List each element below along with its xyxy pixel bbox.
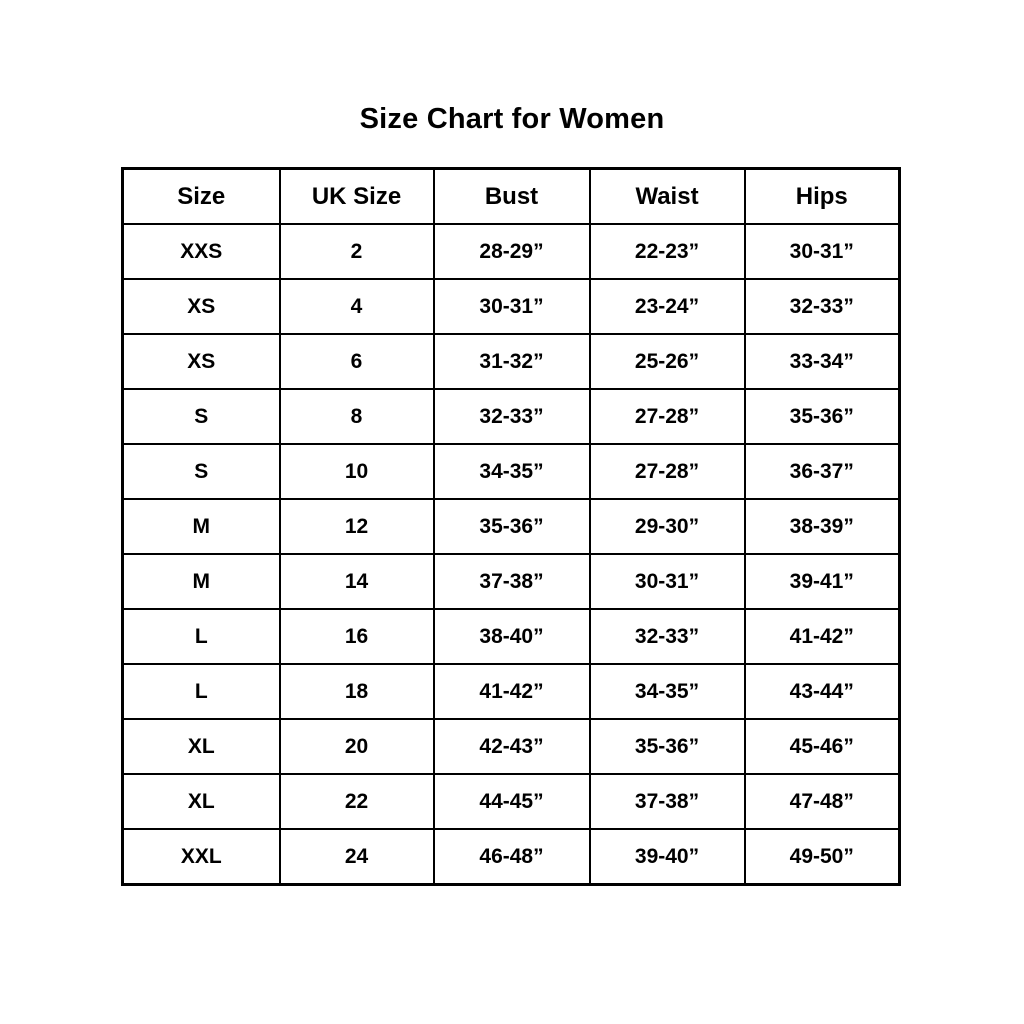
table-row: XL 22 44-45” 37-38” 47-48”: [121, 773, 901, 830]
table-cell: 18: [278, 663, 435, 720]
table-cell: 23-24”: [588, 278, 746, 335]
table-cell: 35-36”: [588, 718, 746, 775]
table-cell: XXS: [121, 223, 281, 280]
table-cell: 22-23”: [588, 223, 746, 280]
table-cell: XS: [121, 278, 281, 335]
table-cell: 33-34”: [743, 333, 901, 390]
table-header-row: Size UK Size Bust Waist Hips: [121, 167, 901, 225]
table-cell: XL: [121, 773, 281, 830]
table-cell: 30-31”: [743, 223, 901, 280]
table-cell: S: [121, 443, 281, 500]
table-row: M 12 35-36” 29-30” 38-39”: [121, 498, 901, 555]
table-row: XS 4 30-31” 23-24” 32-33”: [121, 278, 901, 335]
table-cell: 8: [278, 388, 435, 445]
table-cell: 41-42”: [432, 663, 591, 720]
table-row: L 18 41-42” 34-35” 43-44”: [121, 663, 901, 720]
table-cell: 16: [278, 608, 435, 665]
table-cell: 49-50”: [743, 828, 901, 886]
table-body: XXS 2 28-29” 22-23” 30-31” XS 4 30-31” 23-24” 32-…: [121, 223, 901, 886]
table-cell: 39-40”: [588, 828, 746, 886]
table-cell: 34-35”: [432, 443, 591, 500]
table-cell: 44-45”: [432, 773, 591, 830]
table-cell: 45-46”: [743, 718, 901, 775]
size-chart-table: Size UK Size Bust Waist Hips XXS 2 28-29” 22-23…: [121, 167, 901, 886]
column-header: Size: [121, 167, 281, 225]
table-cell: 46-48”: [432, 828, 591, 886]
table-cell: XL: [121, 718, 281, 775]
table-cell: 6: [278, 333, 435, 390]
column-header: Waist: [588, 167, 746, 225]
table-cell: 30-31”: [588, 553, 746, 610]
table-header: Size UK Size Bust Waist Hips: [121, 167, 901, 225]
table-cell: 43-44”: [743, 663, 901, 720]
table-cell: 14: [278, 553, 435, 610]
table-cell: 32-33”: [432, 388, 591, 445]
table-cell: 30-31”: [432, 278, 591, 335]
table-cell: L: [121, 663, 281, 720]
table-cell: 38-39”: [743, 498, 901, 555]
table-row: XL 20 42-43” 35-36” 45-46”: [121, 718, 901, 775]
table-cell: 27-28”: [588, 443, 746, 500]
table-cell: 39-41”: [743, 553, 901, 610]
table-cell: 10: [278, 443, 435, 500]
table-cell: 31-32”: [432, 333, 591, 390]
table-cell: 32-33”: [743, 278, 901, 335]
table-row: XXL 24 46-48” 39-40” 49-50”: [121, 828, 901, 886]
table-cell: 34-35”: [588, 663, 746, 720]
table-cell: M: [121, 498, 281, 555]
table-cell: 35-36”: [743, 388, 901, 445]
table-cell: 37-38”: [588, 773, 746, 830]
table-cell: 35-36”: [432, 498, 591, 555]
table-cell: L: [121, 608, 281, 665]
table-cell: 38-40”: [432, 608, 591, 665]
table-cell: 37-38”: [432, 553, 591, 610]
table-cell: 27-28”: [588, 388, 746, 445]
table-cell: M: [121, 553, 281, 610]
table-row: XXS 2 28-29” 22-23” 30-31”: [121, 223, 901, 280]
column-header: Bust: [432, 167, 591, 225]
table-cell: 20: [278, 718, 435, 775]
page-title: Size Chart for Women: [359, 103, 665, 135]
table-cell: 4: [278, 278, 435, 335]
table-cell: XS: [121, 333, 281, 390]
table-cell: 24: [278, 828, 435, 886]
table-cell: 42-43”: [432, 718, 591, 775]
table-cell: 2: [278, 223, 435, 280]
table-cell: 28-29”: [432, 223, 591, 280]
table-cell: 29-30”: [588, 498, 746, 555]
table-cell: XXL: [121, 828, 281, 886]
table-row: S 10 34-35” 27-28” 36-37”: [121, 443, 901, 500]
table-cell: 36-37”: [743, 443, 901, 500]
table-cell: 47-48”: [743, 773, 901, 830]
table-cell: 22: [278, 773, 435, 830]
table-row: XS 6 31-32” 25-26” 33-34”: [121, 333, 901, 390]
table-cell: 12: [278, 498, 435, 555]
table-row: S 8 32-33” 27-28” 35-36”: [121, 388, 901, 445]
table-cell: 41-42”: [743, 608, 901, 665]
table-cell: S: [121, 388, 281, 445]
table-row: L 16 38-40” 32-33” 41-42”: [121, 608, 901, 665]
table-cell: 25-26”: [588, 333, 746, 390]
table-cell: 32-33”: [588, 608, 746, 665]
table-row: M 14 37-38” 30-31” 39-41”: [121, 553, 901, 610]
column-header: Hips: [743, 167, 901, 225]
column-header: UK Size: [278, 167, 435, 225]
